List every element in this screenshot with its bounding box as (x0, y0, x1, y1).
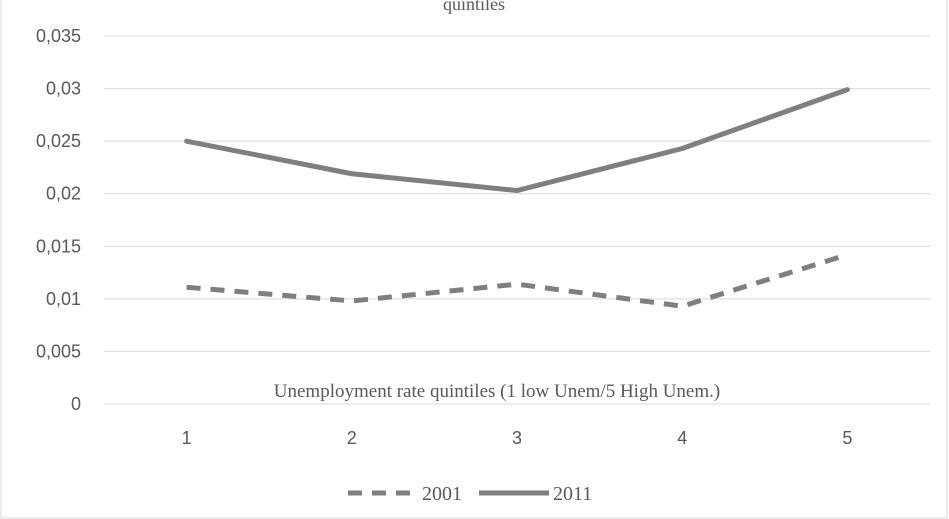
x-tick-label: 4 (677, 428, 687, 448)
data-series (184, 87, 850, 309)
y-tick-label: 0,025 (36, 131, 81, 151)
y-tick-label: 0,02 (46, 184, 81, 204)
y-tick-label: 0,015 (36, 236, 81, 256)
gridlines (104, 35, 930, 352)
y-tick-label: 0,005 (36, 341, 81, 361)
y-tick-label: 0,01 (46, 289, 81, 309)
x-tick-label: 5 (842, 428, 852, 448)
y-tick-label: 0 (71, 394, 81, 414)
y-tick-label: 0,035 (36, 26, 81, 46)
x-tick-label: 1 (182, 428, 192, 448)
legend-label-2001: 2001 (422, 483, 462, 505)
legend: 2001 2011 (348, 483, 592, 505)
legend-label-2011: 2011 (553, 483, 592, 505)
y-axis-tick-labels: 0 0,005 0,01 0,015 0,02 0,025 0,03 0,035 (36, 26, 81, 414)
y-tick-label: 0,03 (46, 79, 81, 99)
x-axis-label: Unemployment rate quintiles (1 low Unem/… (274, 381, 720, 402)
x-axis-tick-labels: 1 2 3 4 5 (182, 428, 853, 448)
x-tick-label: 3 (512, 428, 522, 448)
x-tick-label: 2 (347, 428, 357, 448)
series-line-2001 (186, 252, 849, 309)
chart-title: quintiles (443, 0, 505, 14)
